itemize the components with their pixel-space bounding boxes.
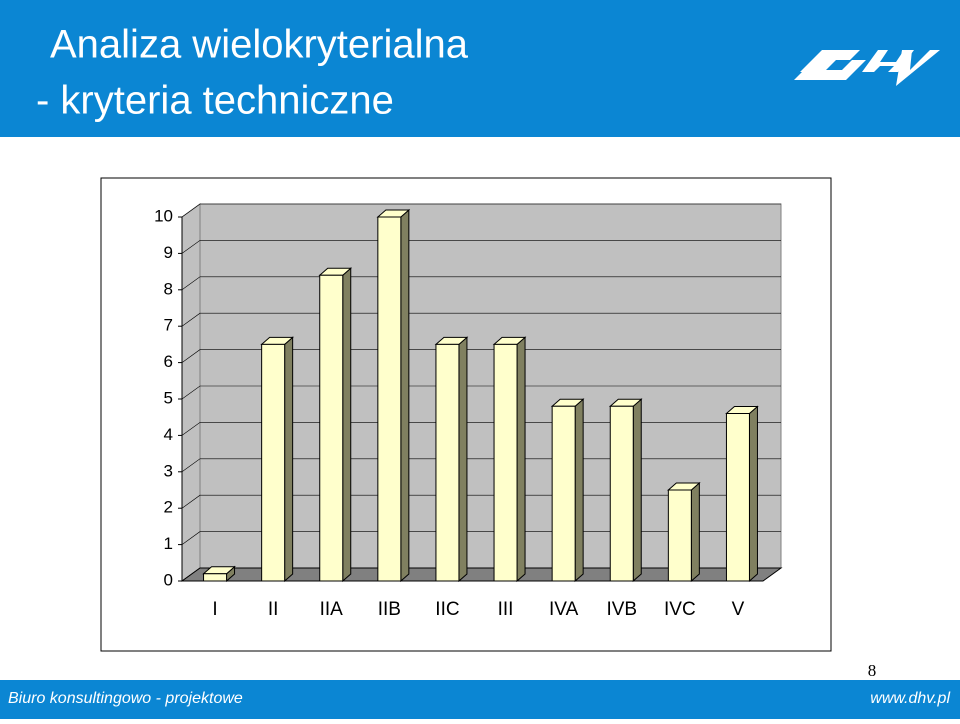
y-tick-label: 0 xyxy=(164,570,173,589)
bar-side xyxy=(458,336,468,583)
bar-front xyxy=(551,405,576,582)
footer-right: www.dhv.pl xyxy=(870,690,950,707)
x-tick-label: IIB xyxy=(378,599,401,620)
y-tick-label: 3 xyxy=(164,461,173,480)
grid-line xyxy=(181,349,781,363)
x-tick-label: II xyxy=(268,599,279,620)
bar xyxy=(260,336,294,583)
x-tick-label: IVB xyxy=(606,599,637,620)
header-band xyxy=(0,0,960,137)
bar-side xyxy=(748,405,758,583)
grid-line xyxy=(181,422,781,436)
bar-front xyxy=(203,573,228,582)
x-tick-label: IIC xyxy=(435,599,459,620)
grid-line xyxy=(181,312,781,327)
bar-front xyxy=(725,413,750,582)
bar-side xyxy=(690,481,700,583)
bar xyxy=(667,481,701,583)
y-tick-label: 10 xyxy=(154,206,173,225)
bar-front xyxy=(435,343,460,582)
x-tick-label: V xyxy=(732,599,745,620)
bar-front xyxy=(319,274,344,582)
y-tick-label: 9 xyxy=(164,243,173,262)
grid-line xyxy=(181,240,781,254)
grid-line xyxy=(181,276,781,291)
x-tick-label: I xyxy=(212,599,217,620)
bar xyxy=(725,405,759,583)
grid-line xyxy=(181,458,781,473)
y-tick-label: 2 xyxy=(164,498,173,517)
title-line: Analiza wielokryterialna xyxy=(50,23,469,67)
x-tick-label: III xyxy=(498,599,514,620)
x-tick-label: IIA xyxy=(320,599,344,620)
bar xyxy=(376,208,411,583)
x-tick-label: IVA xyxy=(549,599,579,620)
bar-side xyxy=(400,208,410,583)
grid-line xyxy=(181,494,781,509)
y-tick-label: 1 xyxy=(164,534,173,553)
bar xyxy=(492,336,527,583)
grid-line xyxy=(181,567,781,582)
bar-side xyxy=(574,398,584,583)
bar xyxy=(202,565,236,583)
grid-line xyxy=(181,531,781,545)
bar xyxy=(550,398,585,583)
bar-side xyxy=(516,336,526,583)
y-tick-label: 8 xyxy=(164,279,173,298)
bar-side xyxy=(284,336,294,583)
bar-side xyxy=(342,267,352,583)
bar xyxy=(318,267,353,583)
grid-line xyxy=(181,385,781,400)
grid-line xyxy=(181,203,781,218)
title-line: - kryteria techniczne xyxy=(36,79,394,123)
y-tick-label: 5 xyxy=(164,388,173,407)
bar-side xyxy=(632,398,642,583)
bar-front xyxy=(609,405,634,582)
x-tick-label: IVC xyxy=(664,599,696,620)
bar-front xyxy=(377,216,402,582)
y-tick-label: 7 xyxy=(164,316,173,335)
y-tick-label: 4 xyxy=(164,425,173,444)
logo xyxy=(794,50,940,86)
footer-band xyxy=(0,680,960,719)
bar-front xyxy=(667,489,692,582)
y-tick-label: 6 xyxy=(164,352,173,371)
bar xyxy=(434,336,469,583)
page-number: 8 xyxy=(868,661,877,680)
footer-left: Biuro konsultingowo - projektowe xyxy=(8,690,243,707)
bar-front xyxy=(493,343,518,582)
bar xyxy=(608,398,643,583)
bar-front xyxy=(261,343,286,582)
